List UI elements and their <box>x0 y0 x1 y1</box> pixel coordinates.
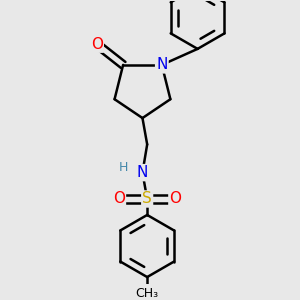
Text: S: S <box>142 191 152 206</box>
Text: O: O <box>169 191 181 206</box>
Text: CH₃: CH₃ <box>136 287 159 300</box>
Text: N: N <box>137 165 148 180</box>
Text: O: O <box>113 191 125 206</box>
Text: H: H <box>119 161 128 174</box>
Text: N: N <box>156 57 167 72</box>
Text: O: O <box>91 37 103 52</box>
